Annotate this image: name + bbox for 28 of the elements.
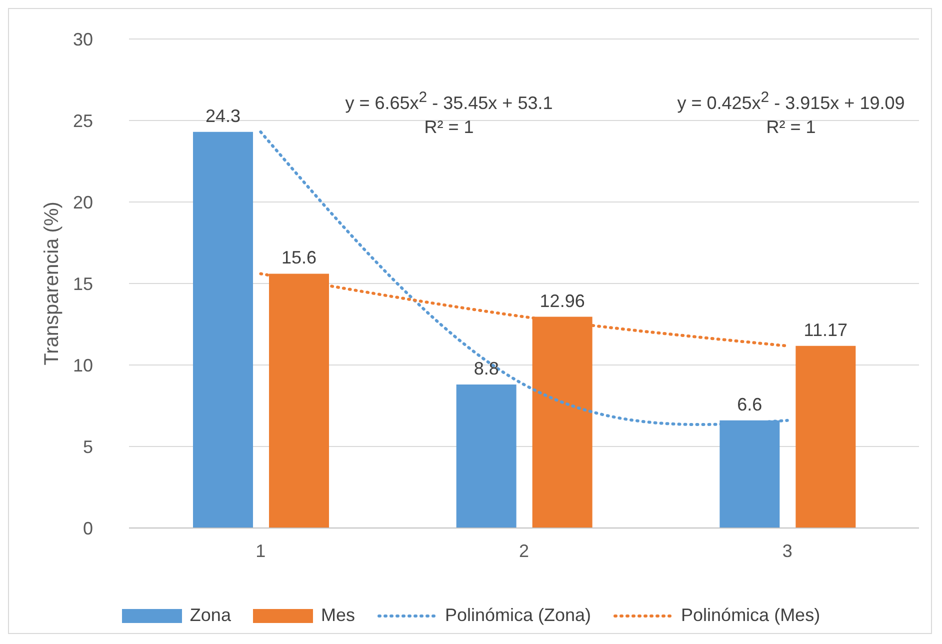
- x-tick-label: 2: [518, 540, 530, 561]
- data-label: 15.6: [281, 248, 317, 268]
- data-label: 8.8: [474, 358, 499, 379]
- y-axis-title: Transparencia (%): [41, 202, 64, 366]
- annotation: y = 6.65x$^{2}$ - 35.45x + 53.1: [344, 89, 554, 114]
- annotation: R² = 1: [765, 117, 817, 138]
- y-tick-label: 30: [72, 29, 93, 50]
- y-tick-label: 5: [82, 436, 93, 457]
- x-tick-label: 1: [256, 540, 266, 561]
- bar: [193, 132, 253, 528]
- data-label: 24.3: [205, 106, 241, 126]
- annotation: y = 0.425x$^{2}$ - 3.915x + 19.09: [676, 89, 906, 114]
- bar: [796, 346, 856, 528]
- legend-label: Zona: [190, 605, 231, 626]
- x-tick-label: 3: [782, 540, 792, 561]
- y-tick-label: 10: [72, 355, 93, 376]
- legend-label: Polinómica (Mes): [681, 605, 820, 626]
- legend-label: Polinómica (Zona): [444, 605, 592, 626]
- legend-label: Mes: [320, 605, 355, 626]
- bar: [456, 384, 516, 528]
- data-label: 11.17: [804, 320, 848, 340]
- y-tick-label: 20: [72, 192, 93, 212]
- data-label: 12.96: [540, 290, 585, 311]
- annotation: R² = 1: [423, 117, 475, 138]
- y-tick-label: 15: [72, 274, 93, 294]
- y-tick-label: 25: [72, 110, 93, 131]
- y-tick-label: 0: [82, 518, 93, 538]
- data-label: 6.6: [737, 394, 762, 414]
